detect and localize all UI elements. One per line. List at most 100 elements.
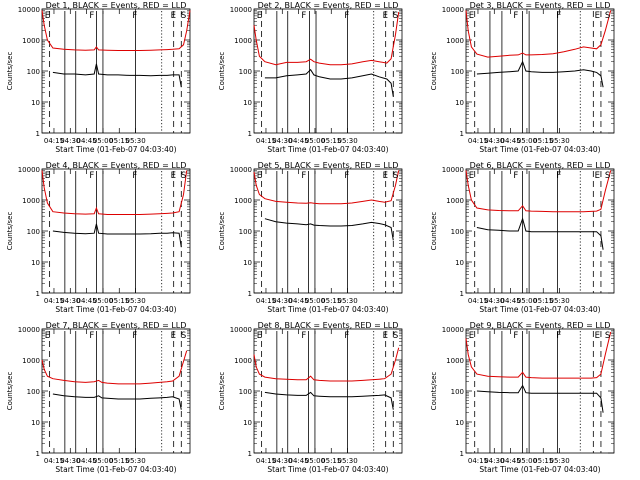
y-tick-label: 10: [243, 419, 252, 427]
y-axis-label: Counts/sec: [218, 52, 226, 91]
series-line-events: [52, 63, 182, 88]
panel-title: Det 7, BLACK = Events, RED = LLD: [46, 321, 187, 330]
x-tick-label: 04:30: [484, 457, 504, 465]
x-axis-label: Start Time (01-Feb-07 04:03:40): [479, 305, 600, 314]
x-tick-label: 04:45: [77, 457, 97, 465]
y-tick-label: 1000: [234, 357, 252, 365]
phase-label: E: [469, 171, 474, 181]
x-tick-label: 04:15: [256, 297, 276, 305]
phase-label: F: [556, 171, 561, 181]
y-tick-label: 100: [27, 228, 40, 236]
plot-frame: [41, 328, 191, 454]
x-tick-label: 05:15: [109, 297, 129, 305]
phase-label: F: [513, 171, 518, 181]
y-tick-label: 1000: [446, 37, 464, 45]
x-tick-label: 05:30: [549, 137, 569, 145]
panel-title: Det 2, BLACK = Events, RED = LLD: [258, 1, 399, 10]
plot-frame: [253, 328, 403, 454]
x-axis-label: Start Time (01-Feb-07 04:03:40): [55, 145, 176, 154]
x-tick-label: 05:00: [93, 457, 113, 465]
x-tick-label: 05:15: [321, 297, 341, 305]
y-tick-label: 10000: [18, 166, 40, 174]
phase-label: E: [171, 331, 176, 341]
phase-label: S: [393, 171, 398, 181]
phase-label: F: [344, 171, 349, 181]
y-tick-label: 1: [248, 130, 252, 138]
panel-title: Det 6, BLACK = Events, RED = LLD: [470, 161, 611, 170]
x-tick-label: 05:00: [93, 137, 113, 145]
phase-label: F: [556, 331, 561, 341]
x-tick-label: 04:45: [501, 457, 521, 465]
panel-title: Det 8, BLACK = Events, RED = LLD: [258, 321, 399, 330]
y-tick-label: 100: [451, 388, 464, 396]
y-tick-label: 10000: [230, 6, 252, 14]
x-tick-label: 04:15: [468, 137, 488, 145]
y-tick-label: 1: [36, 130, 40, 138]
x-tick-label: 05:30: [337, 457, 357, 465]
x-tick-label: 04:15: [468, 457, 488, 465]
x-tick-label: 05:00: [517, 297, 537, 305]
series-line-events: [264, 68, 394, 97]
series-line-events: [476, 60, 604, 88]
x-tick-label: 04:15: [44, 457, 64, 465]
y-axis-label: Counts/sec: [430, 372, 438, 411]
y-tick-label: 10000: [18, 326, 40, 334]
y-tick-label: 100: [239, 228, 252, 236]
x-tick-label: 05:00: [305, 457, 325, 465]
phase-label: S: [605, 171, 610, 181]
series-line-events: [264, 391, 394, 410]
y-tick-label: 1000: [446, 357, 464, 365]
plot-frame: [41, 8, 191, 134]
y-tick-label: 10: [31, 99, 40, 107]
x-tick-label: 04:15: [468, 297, 488, 305]
x-tick-label: 05:30: [125, 297, 145, 305]
series-line-lld: [253, 11, 400, 66]
y-tick-label: 1000: [22, 357, 40, 365]
x-tick-label: 05:00: [517, 137, 537, 145]
series-line-events: [264, 218, 394, 241]
x-tick-label: 04:30: [60, 137, 80, 145]
phase-label: F: [513, 11, 518, 21]
detector-panel-8: Det 8, BLACK = Events, RED = LLD 1 10 100 10…: [218, 321, 403, 474]
phase-label: E: [171, 11, 176, 21]
phase-label: S: [181, 171, 186, 181]
panel-title: Det 4, BLACK = Events, RED = LLD: [46, 161, 187, 170]
series-line-lld: [465, 170, 612, 213]
detector-panel-1: Det 1, BLACK = Events, RED = LLD 1 10 100 10…: [6, 1, 191, 154]
x-tick-label: 05:30: [125, 457, 145, 465]
y-tick-label: 10: [243, 99, 252, 107]
y-tick-label: 10000: [442, 6, 464, 14]
y-tick-label: 100: [451, 68, 464, 76]
series-line-events: [52, 223, 182, 248]
x-tick-label: 05:15: [321, 457, 341, 465]
detector-panel-4: Det 4, BLACK = Events, RED = LLD 1 10 100 10…: [6, 161, 191, 314]
x-axis-label: Start Time (01-Feb-07 04:03:40): [267, 465, 388, 474]
phase-label: S: [181, 11, 186, 21]
y-axis-label: Counts/sec: [6, 212, 14, 251]
phase-label: F: [132, 331, 137, 341]
y-axis-label: Counts/sec: [430, 52, 438, 91]
phase-label: F: [556, 11, 561, 21]
y-tick-label: 1000: [22, 197, 40, 205]
phase-label: E: [383, 11, 388, 21]
y-axis-label: Counts/sec: [6, 372, 14, 411]
phase-label: F: [89, 331, 94, 341]
x-tick-label: 04:30: [484, 297, 504, 305]
x-tick-label: 04:30: [272, 297, 292, 305]
x-tick-label: 05:15: [533, 297, 553, 305]
y-tick-label: 10000: [18, 6, 40, 14]
y-axis-label: Counts/sec: [218, 372, 226, 411]
x-tick-label: 04:30: [272, 457, 292, 465]
series-line-lld: [253, 347, 400, 382]
x-tick-label: 04:30: [272, 137, 292, 145]
y-tick-label: 100: [27, 68, 40, 76]
x-tick-label: 04:15: [44, 297, 64, 305]
phase-label: F: [344, 331, 349, 341]
plot-frame: [41, 168, 191, 294]
y-tick-label: 1: [36, 290, 40, 298]
series-line-lld: [41, 170, 188, 215]
y-tick-label: 10: [455, 419, 464, 427]
x-tick-label: 05:15: [321, 137, 341, 145]
y-tick-label: 100: [239, 68, 252, 76]
y-tick-label: 10000: [442, 326, 464, 334]
